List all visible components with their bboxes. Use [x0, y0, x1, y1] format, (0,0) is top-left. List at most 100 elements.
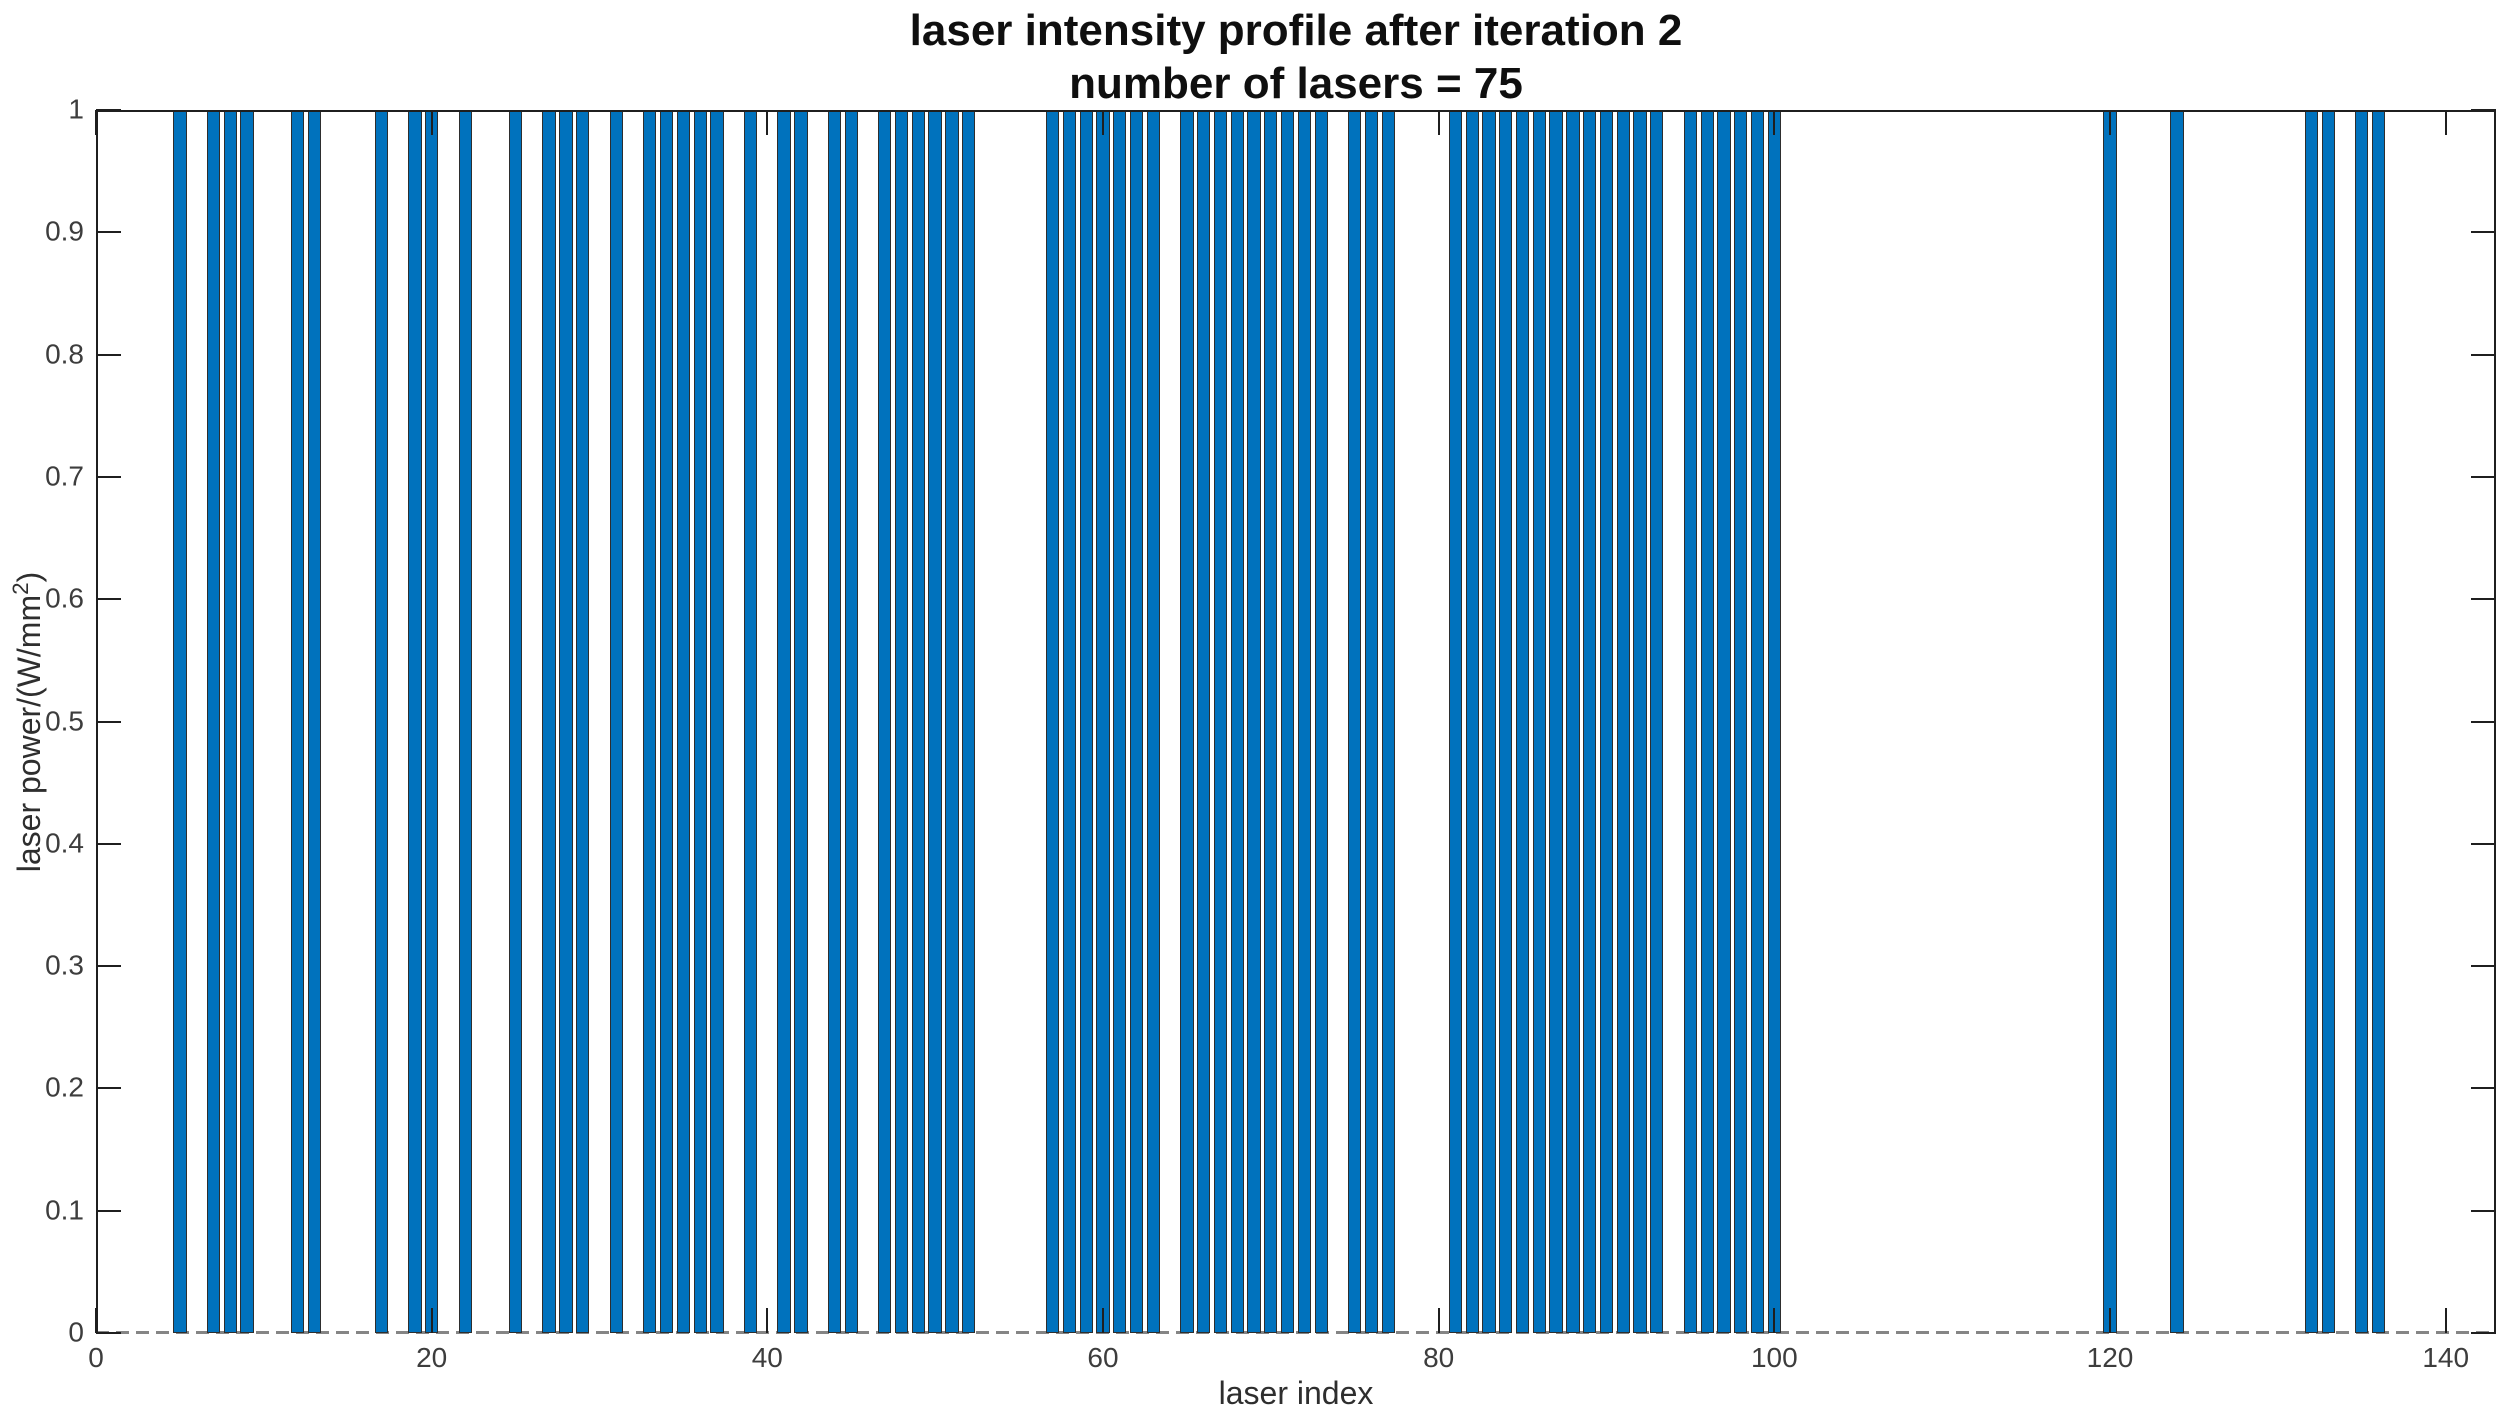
- bar: [559, 110, 573, 1333]
- bar: [878, 110, 892, 1333]
- y-axis-label-close-paren: ): [10, 571, 47, 582]
- x-tick-mark: [430, 110, 433, 135]
- y-tick-label: 0.2: [45, 1071, 84, 1103]
- y-tick-mark: [96, 1087, 121, 1090]
- bar: [1734, 110, 1748, 1333]
- y-tick-mark: [96, 1332, 121, 1334]
- chart-title: laser intensity profile after iteration …: [96, 4, 2496, 110]
- y-tick-mark: [96, 965, 121, 968]
- x-tick-label: 100: [1750, 1342, 1798, 1373]
- bar: [1129, 110, 1144, 1333]
- plot-area: 0 20 40 60 80 100 120 140 0 0.1 0.2 0.3 0.4 0.5 0.6 0.…: [8, 93, 2496, 1406]
- bar: [1230, 110, 1244, 1333]
- bar: [1113, 110, 1127, 1333]
- bar: [1146, 110, 1160, 1333]
- bar: [1096, 110, 1110, 1333]
- bar: [1465, 110, 1479, 1333]
- y-tick-label: 0.5: [45, 704, 84, 736]
- plot-right-border: [2494, 110, 2496, 1333]
- bar: [1633, 110, 1647, 1333]
- x-tick-label: 140: [2422, 1342, 2470, 1373]
- y-tick-mark: [96, 842, 121, 845]
- bar: [576, 110, 590, 1333]
- bar: [2304, 110, 2319, 1333]
- bar: [508, 110, 523, 1333]
- x-tick-mark: [2444, 1308, 2447, 1333]
- bar: [2103, 110, 2117, 1333]
- x-tick-mark: [2444, 110, 2447, 135]
- bar: [1247, 110, 1261, 1333]
- y-tick-label: 0.6: [45, 582, 84, 614]
- bar: [1314, 110, 1328, 1333]
- bar: [659, 110, 674, 1333]
- y-axis-label: laser power/(W/mm2): [8, 571, 48, 871]
- x-tick-mark: [1437, 1308, 1440, 1333]
- y-tick-mark: [2471, 231, 2496, 234]
- x-tick-mark: [1773, 110, 1776, 135]
- y-tick-label: 0.4: [45, 827, 84, 859]
- chart-title-line2: number of lasers = 75: [1069, 59, 1523, 108]
- bar: [223, 110, 237, 1333]
- x-tick-mark: [2109, 1308, 2111, 1333]
- bar: [1532, 110, 1546, 1333]
- x-tick-label: 40: [751, 1342, 783, 1373]
- bar: [2170, 110, 2184, 1333]
- bar: [894, 110, 909, 1333]
- bar: [2321, 110, 2335, 1333]
- x-tick-label: 0: [88, 1342, 104, 1373]
- bar: [1717, 110, 1731, 1333]
- y-tick-mark: [2471, 842, 2496, 845]
- bar: [173, 110, 187, 1333]
- bar: [1213, 110, 1228, 1333]
- bar: [1549, 110, 1563, 1333]
- x-tick-mark: [1102, 1308, 1104, 1333]
- x-tick-mark: [1773, 1308, 1776, 1333]
- y-axis-label-superscript: 2: [8, 581, 34, 595]
- y-tick-label: 1: [68, 93, 84, 125]
- bar: [676, 110, 691, 1333]
- bar: [643, 110, 657, 1333]
- x-axis-baseline: [96, 1331, 2496, 1334]
- bar: [1079, 110, 1093, 1333]
- y-tick-mark: [2471, 720, 2496, 723]
- y-tick-mark: [2471, 353, 2496, 356]
- x-tick-mark: [1437, 110, 1440, 135]
- bar: [1348, 110, 1362, 1333]
- y-tick-mark: [2471, 1332, 2496, 1334]
- bar: [743, 110, 758, 1333]
- x-tick-mark: [766, 1308, 769, 1333]
- y-tick-mark: [2471, 1209, 2496, 1212]
- plot-top-border: [96, 110, 2496, 112]
- x-tick-label: 120: [2086, 1342, 2134, 1373]
- x-axis-label: laser index: [1218, 1375, 1374, 1406]
- bar: [542, 110, 556, 1333]
- bar: [374, 110, 388, 1333]
- y-tick-mark: [96, 353, 121, 356]
- chart-title-line1: laser intensity profile after iteration …: [909, 6, 1683, 55]
- bar: [307, 110, 321, 1333]
- bar: [1448, 110, 1463, 1333]
- bar: [844, 110, 858, 1333]
- y-tick-mark: [96, 1209, 121, 1212]
- y-axis-line: [96, 110, 98, 1333]
- y-tick-label: 0.9: [45, 215, 84, 247]
- y-tick-label: 0.3: [45, 949, 84, 981]
- bar: [290, 110, 305, 1333]
- bar: [1616, 110, 1630, 1333]
- bar: [1180, 110, 1194, 1333]
- bar: [693, 110, 707, 1333]
- bar: [425, 110, 439, 1333]
- bar: [928, 110, 942, 1333]
- bar: [2355, 110, 2369, 1333]
- x-tick-mark: [430, 1308, 433, 1333]
- bar: [609, 110, 623, 1333]
- bar: [2371, 110, 2386, 1333]
- bar: [206, 110, 221, 1333]
- y-tick-label: 0.7: [45, 460, 84, 492]
- y-tick-mark: [2471, 598, 2496, 601]
- bar: [1583, 110, 1597, 1333]
- bar: [945, 110, 959, 1333]
- bar: [794, 110, 808, 1333]
- bar: [408, 110, 422, 1333]
